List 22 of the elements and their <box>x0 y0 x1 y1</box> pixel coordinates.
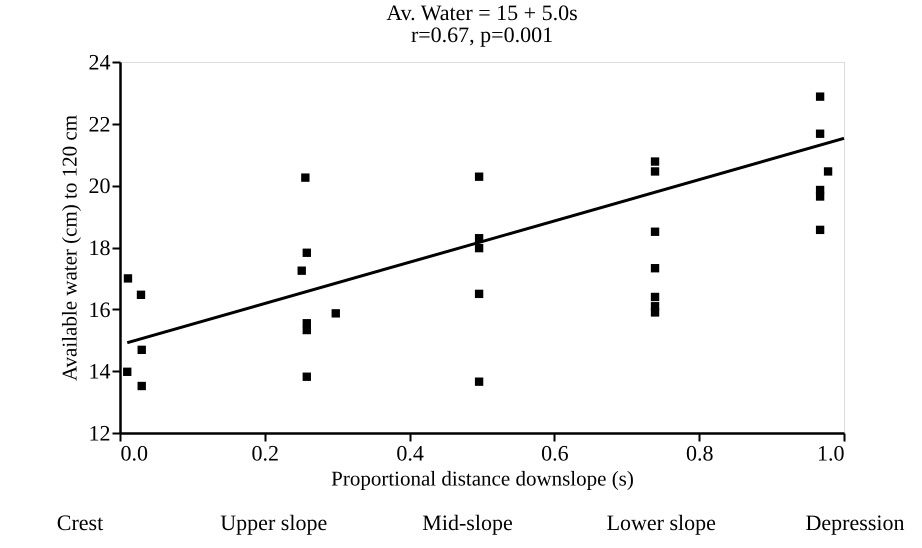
y-tick-label: 22 <box>88 111 110 136</box>
text: Lower slope <box>606 510 716 535</box>
y-tick-label: 12 <box>88 420 110 446</box>
text: Depression <box>806 510 904 535</box>
y-tick-label: 16 <box>88 296 110 322</box>
chart-title: Av. Water = 15 + 5.0s <box>386 0 578 25</box>
x-tick-label: 0.4 <box>396 440 424 466</box>
y-axis-title: Available water (cm) to 120 cm <box>58 114 82 382</box>
text: Mid-slope <box>422 510 513 535</box>
x-tick-label: 0.6 <box>541 440 569 466</box>
y-tick-label: 14 <box>88 358 110 384</box>
text: Crest <box>56 510 104 535</box>
text: Upper slope <box>220 510 328 535</box>
y-tick-label: 18 <box>88 235 110 260</box>
y-tick-label: 20 <box>88 173 110 198</box>
x-tick-label: 1.0 <box>817 440 844 466</box>
chart-subtitle: r=0.67, p=0.001 <box>410 22 554 47</box>
x-tick-label: 0.8 <box>686 440 714 466</box>
x-axis-title: Proportional distance downslope (s) <box>331 466 634 490</box>
x-tick-label: 0.2 <box>252 440 280 466</box>
y-tick-label: 24 <box>88 50 110 74</box>
x-tick-label: 0.0 <box>120 440 148 466</box>
